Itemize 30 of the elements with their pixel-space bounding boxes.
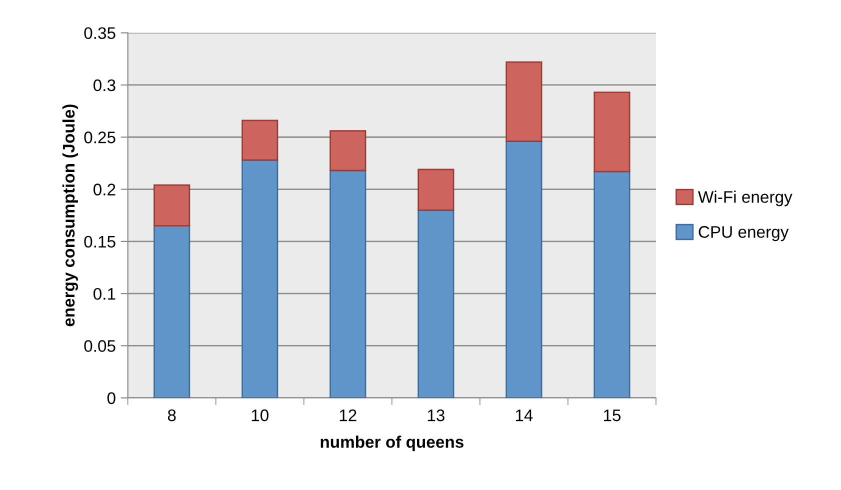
bar xyxy=(418,209,454,398)
bar xyxy=(594,170,630,398)
x-tick-label: 8 xyxy=(168,409,176,422)
bar xyxy=(154,184,190,226)
x-tick-label: 10 xyxy=(252,409,268,422)
bar xyxy=(330,170,366,398)
x-axis-title: number of queens xyxy=(320,436,464,452)
x-tick-label: 14 xyxy=(516,410,533,422)
x-tick-label: 15 xyxy=(604,410,621,422)
y-tick-label: 0 xyxy=(107,392,116,404)
x-tick-label: 13 xyxy=(428,409,444,422)
bar xyxy=(242,159,278,398)
bar xyxy=(330,130,366,172)
y-tick-label: 0.35 xyxy=(84,27,116,40)
y-tick-label: 0.2 xyxy=(94,184,116,196)
y-tick-label: 0.15 xyxy=(84,236,116,248)
y-tick-label: 0.05 xyxy=(84,340,116,352)
bar xyxy=(506,140,542,398)
bar xyxy=(154,225,190,398)
y-axis-title: energy consumption (Joule) xyxy=(62,104,78,326)
legend-label: Wi-Fi energy xyxy=(698,190,792,206)
bar xyxy=(594,92,630,172)
bar xyxy=(242,120,278,161)
y-tick-label: 0.3 xyxy=(94,79,116,92)
bar xyxy=(506,61,542,142)
legend-label: CPU energy xyxy=(698,226,789,242)
y-tick-label: 0.25 xyxy=(84,132,116,144)
y-tick-label: 0.1 xyxy=(94,288,116,300)
bar xyxy=(418,168,454,211)
x-tick-label: 12 xyxy=(340,409,356,422)
